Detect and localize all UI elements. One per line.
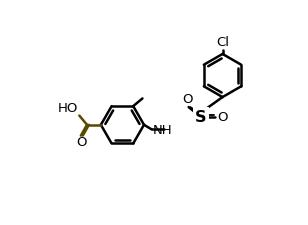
Text: S: S (195, 110, 207, 125)
Text: NH: NH (153, 124, 173, 137)
Text: O: O (217, 111, 228, 124)
Text: HO: HO (58, 102, 79, 115)
Text: Cl: Cl (216, 36, 229, 49)
Text: O: O (76, 136, 87, 149)
Text: O: O (183, 92, 193, 106)
